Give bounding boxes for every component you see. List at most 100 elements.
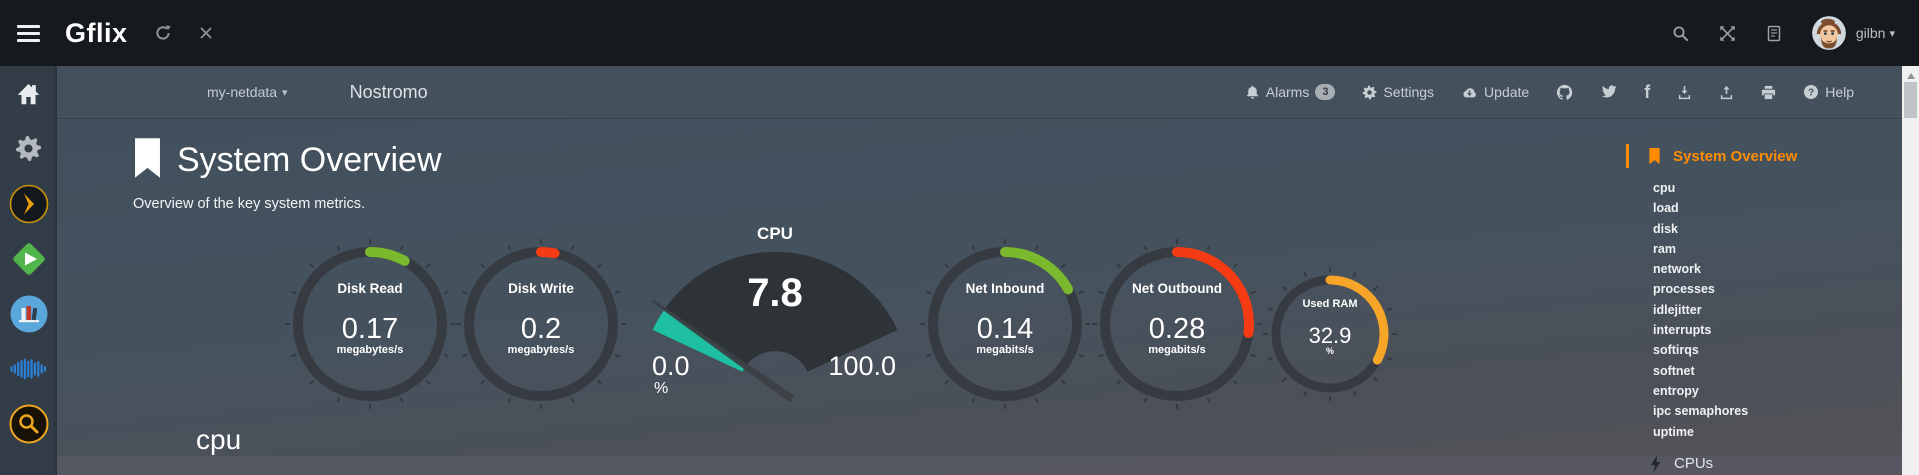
gauge-net-inbound[interactable]: Net Inbound 0.14 megabits/s: [918, 237, 1092, 411]
bookmark-icon: [1649, 147, 1660, 164]
toc-item[interactable]: softirqs: [1653, 343, 1699, 358]
search-icon[interactable]: [1672, 25, 1689, 42]
toc-item[interactable]: uptime: [1653, 424, 1694, 439]
gauge-value: 0.14: [976, 313, 1034, 345]
section-header: System Overview: [134, 138, 442, 182]
scroll-up-arrow[interactable]: [1906, 73, 1915, 79]
printer-icon: [1762, 85, 1776, 99]
server-dropdown[interactable]: my-netdata ▾: [207, 84, 288, 100]
close-icon[interactable]: [198, 25, 214, 41]
lightning-icon: [1651, 455, 1661, 473]
soundwave-icon: [9, 358, 46, 379]
gauge-unit: %: [654, 380, 669, 397]
toc-item[interactable]: interrupts: [1653, 323, 1712, 338]
download-button[interactable]: [1677, 85, 1692, 100]
user-menu[interactable]: gilbn ▾: [1855, 25, 1895, 41]
print-button[interactable]: [1761, 85, 1776, 100]
gauge-used-ram[interactable]: Used RAM 32.9 %: [1261, 265, 1399, 403]
dashboard-content: [57, 118, 1902, 475]
toc-item-list: cpu load disk ram network processes idlejitter…: [1626, 178, 1902, 442]
facebook-icon: f: [1644, 81, 1651, 102]
gauge-disk-write[interactable]: Disk Write 0.2 megabytes/s: [454, 237, 628, 411]
cpu-section-title: cpu: [196, 424, 242, 455]
sidebar-item-library[interactable]: [0, 286, 57, 341]
settings-button[interactable]: Settings: [1362, 84, 1434, 100]
gauge-value: 32.9: [1308, 323, 1352, 348]
gauge-min-label: 0.0: [652, 351, 690, 381]
sidebar-item-home[interactable]: [0, 66, 57, 121]
alarms-button[interactable]: Alarms 3: [1245, 84, 1336, 100]
twitter-button[interactable]: [1600, 84, 1617, 100]
toc-item[interactable]: idlejitter: [1653, 302, 1702, 317]
magnifier-icon: [9, 404, 48, 443]
scrollbar-thumb[interactable]: [1904, 82, 1917, 118]
sidebar-item-search[interactable]: [0, 396, 57, 451]
gauge-value: 7.8: [747, 271, 803, 315]
page-scrollbar[interactable]: [1902, 66, 1919, 475]
gauge-unit: megabytes/s: [336, 344, 404, 356]
gauge-net-outbound[interactable]: Net Outbound 0.28 megabits/s: [1090, 237, 1264, 411]
plex-icon: [9, 184, 48, 223]
gauge-unit: megabits/s: [1148, 344, 1206, 356]
table-of-contents: System Overview cpu load disk ram network pro…: [1626, 143, 1902, 473]
gauge-title: Net Outbound: [1132, 281, 1222, 296]
toc-item-system-overview[interactable]: System Overview: [1626, 143, 1902, 169]
active-indicator: [1626, 144, 1629, 168]
upload-button[interactable]: [1719, 85, 1734, 100]
gear-icon: [1362, 85, 1377, 99]
refresh-icon[interactable]: [154, 24, 172, 42]
books-icon: [10, 295, 47, 332]
toc-section-cpus[interactable]: CPUs: [1650, 455, 1902, 473]
upload-icon: [1721, 85, 1733, 99]
facebook-button[interactable]: f: [1644, 81, 1651, 102]
toc-item[interactable]: cpu: [1653, 181, 1676, 195]
toc-item[interactable]: processes: [1653, 282, 1715, 297]
hamburger-menu-icon[interactable]: [0, 24, 57, 42]
toc-item[interactable]: ram: [1653, 241, 1676, 256]
docs-icon[interactable]: [1766, 25, 1782, 42]
download-icon: [1679, 85, 1691, 99]
sidebar-item-settings[interactable]: [0, 121, 57, 176]
fullscreen-icon[interactable]: [1719, 25, 1736, 42]
github-button[interactable]: [1556, 84, 1573, 101]
bookmark-icon: [135, 138, 160, 178]
help-icon: ?: [1804, 85, 1819, 99]
gauge-max-label: 100.0: [828, 351, 896, 381]
gauge-unit: megabits/s: [976, 344, 1034, 356]
hostname: Nostromo: [349, 81, 428, 102]
sidebar-item-music[interactable]: [0, 341, 57, 396]
gauge-title: Net Inbound: [965, 281, 1045, 296]
top-bar: Gflix: [0, 0, 1919, 66]
sidebar-item-emby[interactable]: [0, 231, 57, 286]
gauge-unit: %: [1325, 346, 1334, 356]
toc-item[interactable]: network: [1653, 262, 1701, 277]
bell-icon: [1246, 85, 1258, 99]
caret-down-icon: ▾: [1889, 27, 1895, 40]
avatar[interactable]: [1811, 16, 1846, 50]
nav-bar: my-netdata ▾ Nostromo Alarms 3 Settings U…: [57, 66, 1902, 119]
gear-icon: [15, 135, 42, 162]
home-icon: [17, 84, 40, 105]
github-icon: [1557, 84, 1573, 100]
twitter-icon: [1602, 84, 1617, 97]
update-button[interactable]: Update: [1461, 84, 1529, 100]
toc-item[interactable]: load: [1653, 201, 1679, 216]
help-button[interactable]: ? Help: [1803, 84, 1854, 100]
toc-item[interactable]: softnet: [1653, 363, 1695, 378]
gauge-cpu[interactable]: CPU 7.8 0.0 100.0 %: [640, 222, 910, 402]
gauge-title: Disk Read: [337, 281, 403, 296]
toc-item[interactable]: disk: [1653, 221, 1679, 236]
alarms-count-badge: 3: [1315, 84, 1336, 100]
toc-item[interactable]: entropy: [1653, 383, 1699, 398]
gauge-disk-read[interactable]: Disk Read 0.17 megabytes/s: [283, 237, 457, 411]
svg-text:?: ?: [1808, 88, 1814, 99]
gauge-title: Used RAM: [1302, 298, 1358, 310]
gauge-value: 0.17: [341, 313, 399, 345]
toc-item[interactable]: ipc semaphores: [1653, 404, 1749, 419]
gauge-title: Disk Write: [508, 281, 574, 296]
sidebar-item-plex[interactable]: [0, 176, 57, 231]
gauge-value: 0.28: [1148, 313, 1206, 345]
gauge-unit: megabytes/s: [507, 344, 575, 356]
emby-icon: [12, 242, 45, 275]
page-title: System Overview: [177, 141, 442, 179]
